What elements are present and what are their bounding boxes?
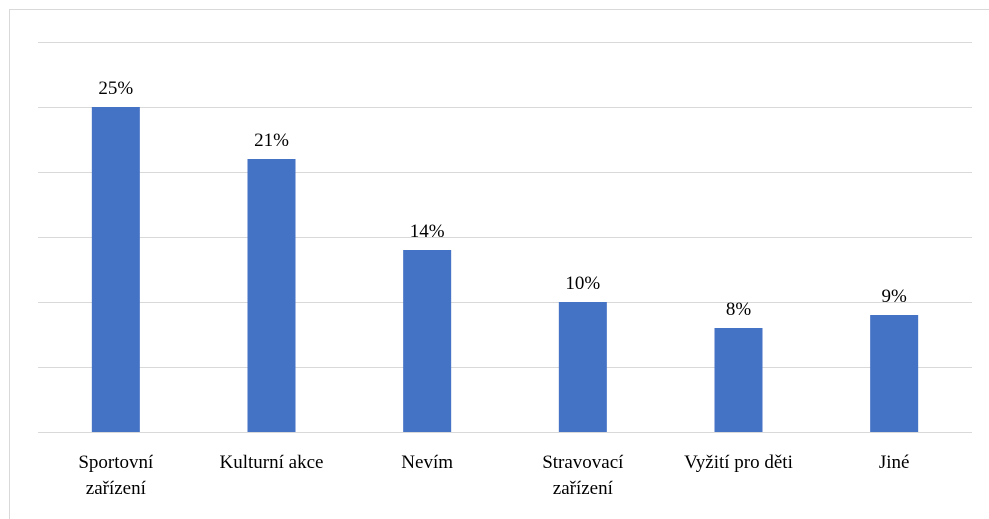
bar-0 [91,107,140,432]
x-tick-label-5: Jiné [879,452,910,473]
x-tick-label-3: Stravovací zařízení [542,452,624,499]
x-axis-tick-labels: Sportovní zařízení Kulturní akce Nevím Strav… [78,452,909,499]
data-label-0: 25% [98,78,133,99]
data-label-2: 14% [410,221,445,242]
x-tick-label-2: Nevím [401,452,453,473]
bar-3 [558,302,607,432]
x-tick-label-line: Sportovní [78,452,154,473]
bar-5 [870,315,919,432]
data-labels: 25% 21% 14% 10% 8% 9% [98,78,907,320]
bar-1 [247,159,296,432]
x-tick-label-1: Kulturní akce [220,452,324,473]
x-tick-label-line: zařízení [86,478,147,499]
x-tick-label-line: Stravovací [542,452,624,473]
chart-frame [9,9,989,519]
bar-2 [403,250,452,432]
bars [91,107,919,432]
data-label-5: 9% [882,286,908,307]
x-tick-label-line: Nevím [401,452,453,473]
x-tick-label-line: Jiné [879,452,910,473]
x-tick-label-line: zařízení [553,478,614,499]
x-tick-label-line: Vyžití pro děti [684,452,793,473]
data-label-4: 8% [726,299,752,320]
x-tick-label-0: Sportovní zařízení [78,452,154,499]
bar-4 [714,328,763,432]
data-label-1: 21% [254,130,289,151]
gridlines [38,42,972,433]
x-tick-label-line: Kulturní akce [220,452,324,473]
data-label-3: 10% [565,273,600,294]
x-tick-label-4: Vyžití pro děti [684,452,793,473]
